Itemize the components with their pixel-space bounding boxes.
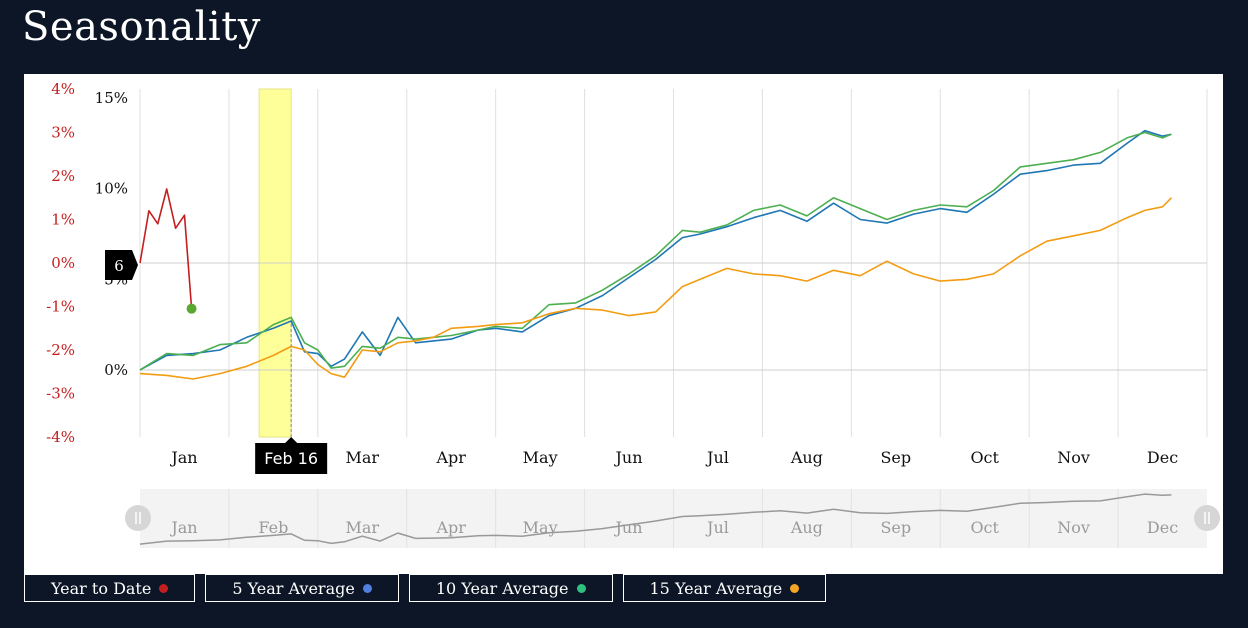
value-tooltip-label: 6 [114, 257, 124, 275]
y-tick-label-left: 3% [51, 124, 75, 142]
navigator-label: Jan [169, 518, 197, 537]
legend-item-year-to-date[interactable]: Year to Date [24, 574, 196, 602]
y-tick-label-left: -3% [46, 385, 75, 403]
navigator-handle-left[interactable] [125, 505, 151, 531]
page-title: Seasonality [22, 4, 261, 50]
legend-label: Year to Date [51, 578, 152, 598]
y-tick-label-left: -2% [46, 341, 75, 359]
navigator-label: Feb [258, 518, 288, 537]
navigator-label: Apr [435, 518, 466, 537]
legend-label: 5 Year Average [232, 578, 355, 598]
navigator-label: Dec [1147, 518, 1178, 537]
navigator-label: Oct [970, 518, 999, 537]
navigator-label: Sep [880, 518, 911, 537]
y-tick-label-left: 1% [51, 211, 75, 229]
legend-item-5-year-average[interactable]: 5 Year Average [205, 574, 399, 602]
seasonality-chart: 4%3%2%1%0%-1%-2%-3%-4%15%10%5%0%JanFebMa… [24, 74, 1223, 574]
navigator-label: Jul [705, 518, 729, 537]
current-value-marker [186, 303, 197, 314]
legend-label: 15 Year Average [649, 578, 783, 598]
y-tick-label-right: 15% [95, 89, 128, 107]
x-tick-label: Jul [705, 448, 729, 467]
date-tooltip-label: Feb 16 [264, 449, 318, 468]
navigator-label: Nov [1057, 518, 1090, 537]
x-tick-label: May [523, 448, 558, 467]
series-line-year-to-date [139, 188, 193, 309]
series-line-5-year-average [139, 129, 1172, 371]
chart-svg: 4%3%2%1%0%-1%-2%-3%-4%15%10%5%0%JanFebMa… [46, 80, 1220, 548]
navigator-series-line [139, 493, 1172, 545]
x-tick-label: Mar [346, 448, 380, 467]
date-tooltip [255, 437, 328, 474]
y-tick-label-left: -1% [46, 298, 75, 316]
series-line-10-year-average [139, 131, 1172, 371]
navigator-label: Jun [614, 518, 643, 537]
navigator-label: Mar [346, 518, 380, 537]
x-tick-label: Sep [880, 448, 911, 467]
x-tick-label: Nov [1057, 448, 1090, 467]
x-tick-label: Jun [614, 448, 643, 467]
x-tick-label: Oct [970, 448, 999, 467]
legend-dot-icon [362, 583, 372, 593]
legend-dot-icon [159, 583, 169, 593]
legend-item-15-year-average[interactable]: 15 Year Average [622, 574, 827, 602]
y-tick-label-right: 10% [95, 180, 128, 198]
legend: Year to Date 5 Year Average 10 Year Aver… [24, 574, 827, 604]
y-tick-label-left: 2% [51, 167, 75, 185]
legend-item-10-year-average[interactable]: 10 Year Average [408, 574, 613, 602]
y-tick-label-left: -4% [46, 428, 75, 446]
x-tick-label: Jan [169, 448, 197, 467]
legend-label: 10 Year Average [435, 578, 569, 598]
legend-dot-icon [790, 583, 800, 593]
x-tick-label: Dec [1147, 448, 1178, 467]
value-tooltip [105, 250, 138, 280]
navigator-handle-right[interactable] [1194, 505, 1220, 531]
series-line-15-year-average [139, 197, 1172, 380]
navigator-label: Aug [790, 518, 823, 537]
x-tick-label: Aug [790, 448, 823, 467]
legend-dot-icon [576, 583, 586, 593]
y-tick-label-left: 0% [51, 254, 75, 272]
y-tick-label-left: 4% [51, 80, 75, 98]
y-tick-label-right: 0% [104, 361, 128, 379]
x-tick-label: Apr [435, 448, 466, 467]
